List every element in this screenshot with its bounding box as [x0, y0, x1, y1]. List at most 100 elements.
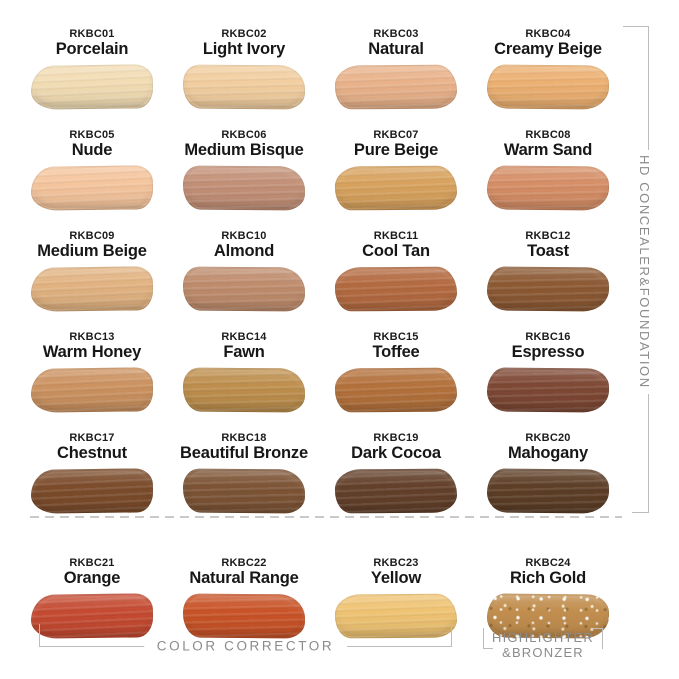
shade-name: Espresso	[511, 343, 585, 361]
shade-swatch	[486, 165, 610, 211]
shade-cell: RKBC12 Toast	[472, 226, 624, 327]
shade-name: Cool Tan	[362, 242, 430, 260]
shade-code: RKBC07	[373, 129, 419, 141]
corrector-bracket: COLOR CORRECTOR	[39, 624, 452, 654]
shade-code: RKBC17	[69, 432, 115, 444]
shade-swatch	[182, 367, 306, 413]
shade-name: Natural Range	[189, 569, 299, 587]
shade-code: RKBC08	[525, 129, 571, 141]
shade-swatch	[334, 64, 458, 110]
shade-cell: RKBC16 Espresso	[472, 327, 624, 428]
shade-name: Dark Cocoa	[351, 444, 441, 462]
shade-swatch	[182, 468, 306, 514]
shade-swatch	[182, 64, 306, 110]
shade-code: RKBC16	[525, 331, 571, 343]
shade-name: Almond	[213, 242, 275, 260]
shade-name: Toffee	[372, 343, 420, 361]
shade-cell: RKBC10 Almond	[168, 226, 320, 327]
shade-cell: RKBC03 Natural	[320, 24, 472, 125]
shade-swatch	[486, 64, 610, 110]
shade-swatch	[486, 367, 610, 413]
shade-code: RKBC03	[373, 28, 419, 40]
shade-swatch	[30, 64, 154, 110]
shade-name: Beautiful Bronze	[180, 444, 308, 462]
highlighter-label-line1: HIGHLIGHTER	[491, 630, 595, 645]
shade-code: RKBC04	[525, 28, 571, 40]
shade-code: RKBC06	[221, 129, 267, 141]
shade-swatch	[334, 468, 458, 514]
shade-code: RKBC09	[69, 230, 115, 242]
shade-name: Orange	[63, 569, 121, 587]
shade-name: Medium Beige	[37, 242, 147, 260]
shade-swatch	[30, 266, 154, 312]
shade-name: Fawn	[223, 343, 265, 361]
shade-cell: RKBC19 Dark Cocoa	[320, 428, 472, 529]
shade-code: RKBC11	[373, 230, 419, 242]
highlighter-bracket-right-corner	[593, 628, 603, 649]
shade-name: Toast	[527, 242, 569, 260]
shade-name: Yellow	[370, 569, 422, 587]
shade-swatch	[486, 468, 610, 514]
shade-name: Warm Honey	[42, 343, 142, 361]
highlighter-label-line2: &BRONZER	[502, 645, 584, 660]
shade-cell: RKBC21 Orange	[16, 553, 168, 639]
shade-name: Medium Bisque	[184, 141, 304, 159]
section-divider-dashed-line	[30, 516, 622, 518]
shade-name: Chestnut	[57, 444, 127, 462]
shade-cell: RKBC17 Chestnut	[16, 428, 168, 529]
shade-swatch	[334, 367, 458, 413]
shade-name: Light Ivory	[202, 40, 286, 58]
shade-name: Mahogany	[508, 444, 588, 462]
shade-name: Creamy Beige	[494, 40, 602, 58]
shade-cell: RKBC14 Fawn	[168, 327, 320, 428]
shade-name: Pure Beige	[353, 141, 439, 159]
shade-cell: RKBC18 Beautiful Bronze	[168, 428, 320, 529]
shade-swatch	[30, 165, 154, 211]
shade-code: RKBC02	[221, 28, 267, 40]
highlighter-bracket-left-corner	[483, 628, 493, 649]
shade-code: RKBC15	[373, 331, 419, 343]
shade-cell: RKBC15 Toffee	[320, 327, 472, 428]
shade-cell: RKBC11 Cool Tan	[320, 226, 472, 327]
shade-swatch	[182, 266, 306, 312]
shade-cell: RKBC13 Warm Honey	[16, 327, 168, 428]
shade-cell: RKBC01 Porcelain	[16, 24, 168, 125]
corrector-section-label: COLOR CORRECTOR	[143, 638, 348, 654]
shade-swatch	[182, 165, 306, 211]
shade-swatch	[30, 367, 154, 413]
shade-code: RKBC14	[221, 331, 267, 343]
shade-code: RKBC13	[69, 331, 115, 343]
shade-cell: RKBC07 Pure Beige	[320, 125, 472, 226]
shade-cell: RKBC23 Yellow	[320, 553, 472, 639]
foundation-bracket-bottom	[632, 394, 649, 513]
shade-code: RKBC10	[221, 230, 267, 242]
shade-cell: RKBC09 Medium Beige	[16, 226, 168, 327]
shade-cell: RKBC08 Warm Sand	[472, 125, 624, 226]
shade-cell: RKBC24 Rich Gold	[472, 553, 624, 639]
shade-swatch	[334, 266, 458, 312]
shade-cell: RKBC20 Mahogany	[472, 428, 624, 529]
shade-code: RKBC24	[525, 557, 571, 569]
shade-name: Porcelain	[55, 40, 129, 58]
shade-code: RKBC21	[69, 557, 115, 569]
shade-code: RKBC12	[525, 230, 571, 242]
shade-cell: RKBC06 Medium Bisque	[168, 125, 320, 226]
shade-code: RKBC18	[221, 432, 267, 444]
shade-cell: RKBC02 Light Ivory	[168, 24, 320, 125]
foundation-section-label: HD CONCEALER&FOUNDATION	[637, 155, 652, 389]
shade-swatch	[486, 266, 610, 312]
shade-cell: RKBC05 Nude	[16, 125, 168, 226]
shade-name: Rich Gold	[509, 569, 587, 587]
shade-code: RKBC19	[373, 432, 419, 444]
shade-name: Nude	[71, 141, 113, 159]
shade-code: RKBC01	[69, 28, 115, 40]
shade-code: RKBC23	[373, 557, 419, 569]
shade-code: RKBC22	[221, 557, 267, 569]
foundation-bracket-top	[623, 26, 649, 150]
shade-code: RKBC20	[525, 432, 571, 444]
shade-cell: RKBC22 Natural Range	[168, 553, 320, 639]
highlighter-bracket: HIGHLIGHTER &BRONZER	[483, 628, 603, 660]
shade-name: Natural	[368, 40, 424, 58]
shade-swatch	[30, 468, 154, 514]
